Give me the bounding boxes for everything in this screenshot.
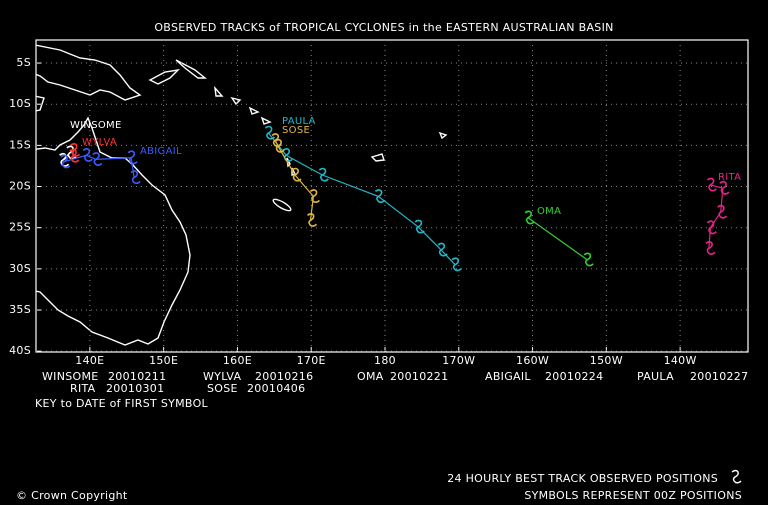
legend-name: RITA	[70, 382, 96, 395]
legend-name: WYLVA	[203, 370, 242, 383]
storm-label: WINSOME	[70, 120, 122, 131]
storm-position	[437, 242, 448, 257]
legend-date: 20010406	[247, 382, 305, 395]
storm-position	[264, 125, 275, 140]
storm-position	[719, 180, 730, 195]
legend-date: 20010224	[545, 370, 603, 383]
legend-date: 20010216	[255, 370, 313, 383]
lon-label: 170E	[297, 354, 326, 367]
storm-label: SOSE	[282, 125, 310, 136]
storm-track	[527, 217, 588, 261]
storm-position	[705, 241, 716, 255]
island	[214, 85, 272, 125]
lon-label: 140W	[664, 354, 697, 367]
key-symbol	[731, 469, 742, 484]
coastlines	[36, 44, 448, 346]
lat-label: 30S	[9, 262, 31, 275]
lat-label: 35S	[9, 303, 31, 316]
map-title: OBSERVED TRACKS of TROPICAL CYCLONES in …	[154, 21, 613, 34]
legend-date: 20010227	[690, 370, 748, 383]
key-note: KEY to DATE of FIRST SYMBOL	[35, 397, 209, 410]
storm-position	[414, 219, 425, 234]
storm-position	[60, 154, 71, 169]
storm-position	[717, 204, 728, 219]
legend-name: ABIGAIL	[485, 370, 531, 383]
storm-position	[309, 189, 320, 203]
storm-position	[524, 210, 535, 225]
storm-position	[291, 167, 302, 182]
legend-name: SOSE	[207, 382, 238, 395]
storm-position	[318, 167, 329, 182]
legend-name: OMA	[357, 370, 384, 383]
lon-label: 150E	[149, 354, 178, 367]
storm-position	[451, 257, 462, 272]
lat-label: 5S	[16, 56, 31, 69]
lat-label: 40S	[9, 344, 31, 357]
lon-label: 140E	[75, 354, 104, 367]
storm-label: OMA	[537, 206, 561, 217]
storm-position	[127, 150, 138, 165]
storm-position	[92, 152, 103, 166]
map-frame	[35, 39, 749, 353]
new-guinea-coast	[36, 44, 142, 101]
storm-position	[69, 148, 80, 163]
storm-label: ABIGAIL	[140, 146, 182, 157]
footer-line: SYMBOLS REPRESENT 00Z POSITIONS	[524, 489, 742, 502]
storm-position	[82, 148, 93, 162]
footer-line: 24 HOURLY BEST TRACK OBSERVED POSITIONS	[447, 472, 718, 485]
storm-position	[706, 220, 717, 235]
storm-position	[282, 148, 293, 162]
storm-position	[374, 189, 385, 203]
lat-label: 15S	[9, 138, 31, 151]
storm-position	[307, 213, 318, 227]
lat-label: 10S	[9, 97, 31, 110]
storm-label: RITA	[718, 172, 741, 183]
storm-position	[274, 138, 285, 153]
legend-name: PAULA	[637, 370, 674, 383]
new-britain	[148, 68, 181, 85]
legend-name: WINSOME	[42, 370, 99, 383]
legend-date: 20010221	[390, 370, 448, 383]
storm-position	[59, 152, 70, 167]
lon-label: 180	[374, 354, 396, 367]
storm-position	[130, 170, 141, 185]
lat-label: 20S	[9, 180, 31, 193]
new-ireland	[175, 59, 207, 79]
new-caledonia	[272, 198, 292, 212]
fiji	[370, 131, 448, 162]
lon-label: 170W	[442, 354, 475, 367]
storm-label: PAULA	[282, 116, 316, 127]
storm-position	[583, 252, 594, 267]
lon-label: 150W	[590, 354, 623, 367]
legend-date: 20010211	[108, 370, 166, 383]
copyright: © Crown Copyright	[16, 489, 128, 502]
lat-label: 25S	[9, 221, 31, 234]
australia-coast	[36, 116, 191, 346]
lon-label: 160E	[223, 354, 252, 367]
storm-position	[706, 177, 717, 192]
storm-label: WYLVA	[82, 137, 117, 148]
legend-date: 20010301	[106, 382, 164, 395]
lon-label: 160W	[516, 354, 549, 367]
